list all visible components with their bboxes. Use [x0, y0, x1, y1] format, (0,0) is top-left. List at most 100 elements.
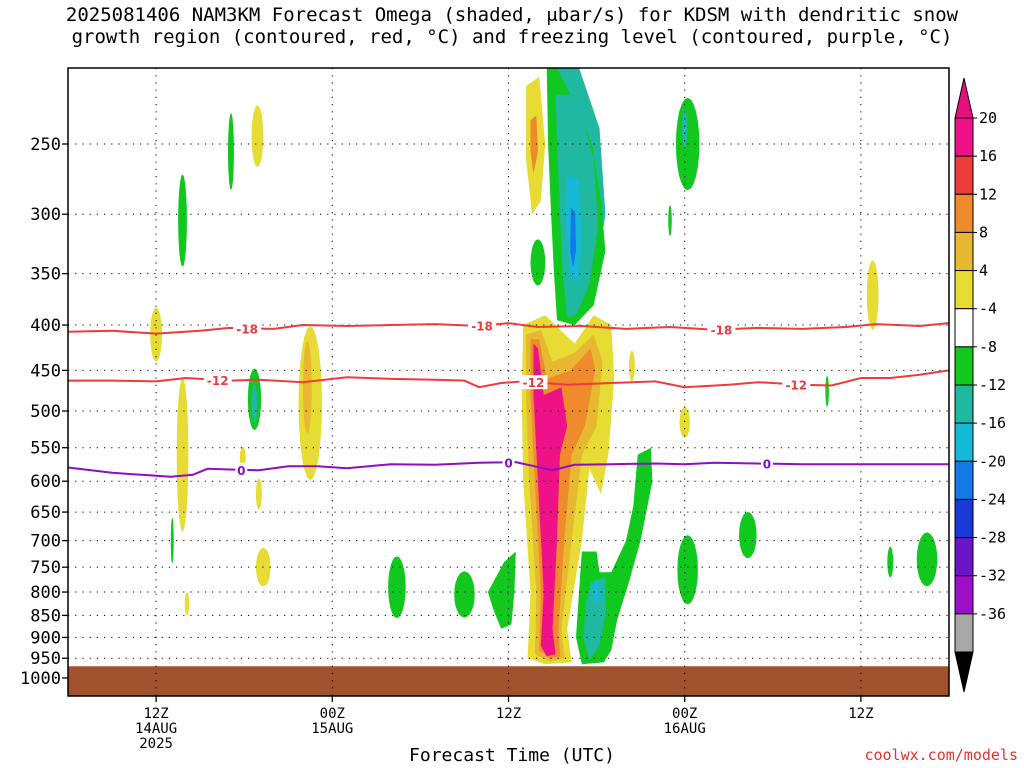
- colorbar-label-12: -32: [979, 567, 1006, 585]
- y-tick-label-650: 650: [30, 503, 61, 523]
- omega-band-green-a: [530, 239, 546, 286]
- omega-band-green-c: [454, 571, 475, 618]
- y-tick-label-1000: 1000: [20, 669, 61, 689]
- omega-band-yellow-u: [866, 260, 879, 330]
- colorbar-swatch-11: [954, 537, 974, 577]
- omega-band-green-l: [170, 517, 174, 564]
- colorbar-swatch-2: [954, 193, 974, 233]
- colorbar-label-5: -4: [979, 300, 997, 318]
- y-tick-label-700: 700: [30, 532, 61, 552]
- colorbar-swatch-1: [954, 155, 974, 195]
- x-tick-label-0-2: 2025: [139, 736, 173, 752]
- x-tick-label-1-1: 15AUG: [311, 721, 353, 737]
- omega-band-cyan-lower: [592, 580, 601, 604]
- omega-band-green-b: [388, 556, 406, 618]
- y-tick-label-800: 800: [30, 583, 61, 603]
- contour-label-bg-2-1: [502, 455, 515, 470]
- colorbar-label-0: 20: [979, 109, 997, 127]
- omega-band-teal-n: [681, 109, 688, 148]
- colorbar-label-8: -16: [979, 414, 1006, 432]
- y-tick-label-750: 750: [30, 558, 61, 578]
- colorbar-label-3: 8: [979, 223, 988, 241]
- colorbar-label-11: -28: [979, 529, 1006, 547]
- omega-band-green-d: [228, 113, 234, 191]
- x-tick-label-2-0: 12Z: [496, 706, 521, 722]
- contour-label-2-0: 0: [237, 464, 245, 478]
- colorbar-swatch-6: [954, 346, 974, 386]
- omega-band-green-w: [916, 532, 938, 587]
- omega-band-yellow-q: [679, 407, 690, 438]
- omega-shading: [68, 68, 949, 696]
- omega-band-blue-upper: [570, 207, 576, 269]
- y-tick-label-400: 400: [30, 316, 61, 336]
- colorbar-swatch-8: [954, 422, 974, 462]
- credit-link[interactable]: coolwx.com/models: [864, 746, 1018, 764]
- y-tick-label-350: 350: [30, 265, 61, 285]
- title-line-2: growth region (contoured, red, °C) and f…: [71, 26, 953, 48]
- omega-band-magenta-main: [533, 343, 568, 657]
- colorbar-bottom-arrow: [954, 651, 974, 693]
- temperature-contours: -18 -18 -18 -12 -12 -12 0 0 0: [68, 318, 949, 478]
- x-tick-label-0-1: 14AUG: [135, 721, 177, 737]
- omega-band-yellow-p: [628, 350, 635, 382]
- colorbar-label-9: -20: [979, 452, 1006, 470]
- contour-label-2-2: 0: [763, 458, 771, 472]
- y-tick-label-550: 550: [30, 439, 61, 459]
- omega-band-yellow-i: [255, 478, 262, 510]
- x-tick-label-3-0: 00Z: [672, 706, 697, 722]
- y-tick-label-850: 850: [30, 606, 61, 626]
- contour-line-1: [68, 369, 949, 389]
- colorbar-label-7: -12: [979, 376, 1006, 394]
- omega-band-yellow-m: [184, 592, 190, 616]
- x-tick-label-1-0: 00Z: [320, 706, 345, 722]
- contour-label-1-0: -12: [207, 374, 229, 388]
- omega-band-teal-g: [251, 384, 258, 423]
- omega-band-yellow-d: [251, 105, 264, 167]
- omega-band-teal-lower: [583, 577, 606, 661]
- y-tick-label-600: 600: [30, 472, 61, 492]
- colorbar: 20 16 12 8 4 -4 -8 -12 -16 -20 -24 -28 -32 -36: [954, 77, 1006, 693]
- colorbar-swatch-4: [954, 270, 974, 310]
- colorbar-label-2: 12: [979, 185, 997, 203]
- contour-label-bg-0-2: [707, 322, 736, 337]
- colorbar-top-arrow: [954, 77, 974, 119]
- y-axis: 2503003504004505005506006507007508008509…: [20, 135, 68, 689]
- omega-band-yellow-f: [176, 377, 189, 532]
- y-tick-label-300: 300: [30, 205, 61, 225]
- omega-band-green-c2: [487, 551, 516, 629]
- x-tick-label-0-0: 12Z: [143, 706, 168, 722]
- colorbar-swatch-12: [954, 575, 974, 615]
- omega-band-green-e: [178, 174, 187, 267]
- contour-label-bg-1-0: [203, 372, 232, 387]
- contour-label-2-1: 0: [504, 456, 512, 470]
- contour-label-bg-0-0: [233, 321, 262, 336]
- omega-band-green-t: [825, 375, 829, 407]
- colorbar-label-13: -36: [979, 605, 1006, 623]
- omega-band-gold-j: [302, 340, 312, 434]
- chart-title: 2025081406 NAM3KM Forecast Omega (shaded…: [0, 4, 1024, 48]
- colorbar-label-1: 16: [979, 147, 997, 165]
- colorbar-label-10: -24: [979, 490, 1006, 508]
- omega-band-orange-upper: [530, 115, 538, 174]
- y-tick-label-450: 450: [30, 361, 61, 381]
- colorbar-swatch-0: [954, 117, 974, 157]
- contour-line-2: [68, 461, 949, 478]
- colorbar-swatch-10: [954, 498, 974, 539]
- title-line-1: 2025081406 NAM3KM Forecast Omega (shaded…: [65, 4, 959, 26]
- contour-label-0-2: -18: [711, 324, 733, 338]
- contour-label-bg-1-2: [782, 377, 811, 392]
- omega-band-green-s: [739, 512, 757, 559]
- contour-label-bg-0-1: [468, 318, 497, 333]
- contour-label-0-1: -18: [471, 320, 493, 334]
- y-tick-label-950: 950: [30, 649, 61, 669]
- y-tick-label-900: 900: [30, 628, 61, 648]
- contour-line-0: [68, 322, 949, 335]
- colorbar-swatch-13: [954, 613, 974, 653]
- contour-label-bg-1-1: [519, 375, 548, 390]
- colorbar-swatch-5: [954, 308, 974, 348]
- x-tick-label-3-1: 16AUG: [664, 721, 706, 737]
- colorbar-swatch-9: [954, 460, 974, 500]
- x-axis-label: Forecast Time (UTC): [409, 745, 615, 766]
- contour-label-0-0: -18: [236, 322, 258, 336]
